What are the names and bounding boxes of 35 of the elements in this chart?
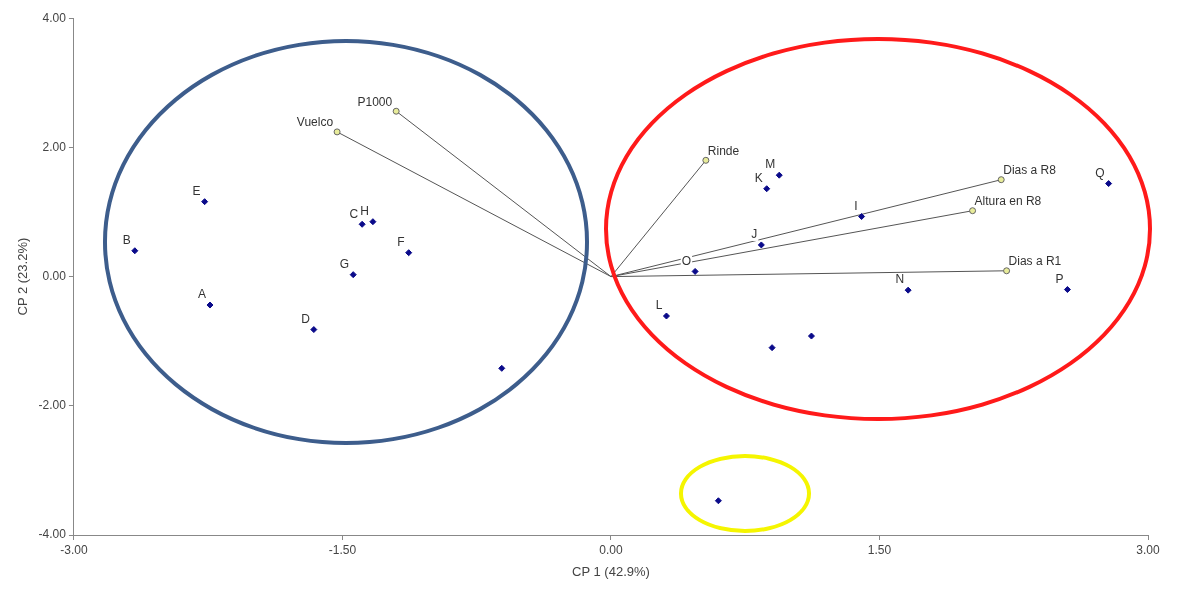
annotation: B [122, 233, 131, 248]
y-axis-title: CP 2 (23.2%) [15, 237, 31, 316]
series-label: Vuelco [296, 115, 334, 130]
annotation: Q [1095, 165, 1105, 180]
y-tick-label: 4.00 [42, 10, 67, 25]
annotation: G [339, 256, 350, 271]
series-label: Rinde [707, 143, 740, 158]
annotation: N [895, 272, 905, 287]
x-tick-label: 3.00 [1136, 542, 1160, 557]
series-label: P1000 [357, 94, 393, 109]
annotation: I [854, 198, 858, 213]
annotation: D [301, 311, 311, 326]
annotation: C [349, 206, 359, 221]
x-tick-label: -3.00 [60, 542, 88, 557]
annotation: L [655, 298, 663, 313]
series-label: Dias a R8 [1003, 163, 1057, 178]
annotation: O [681, 253, 692, 268]
y-tick-label: 2.00 [42, 139, 67, 154]
annotation: H [360, 204, 369, 218]
annotation: E [192, 183, 201, 198]
annotation: A [197, 287, 206, 302]
x-axis-title: CP 1 (42.9%) [572, 563, 650, 579]
y-tick-label: 0.00 [42, 268, 67, 283]
x-tick-label: -1.50 [328, 542, 357, 557]
series-label: Dias a R1 [1008, 254, 1062, 269]
series-label: Altura en R8 [974, 194, 1042, 209]
x-tick-label: 1.50 [867, 542, 892, 557]
annotation: P [1055, 271, 1064, 286]
annotation: F [397, 235, 405, 250]
y-tick-label: -2.00 [38, 398, 67, 413]
y-tick-label: -4.00 [38, 527, 67, 542]
annotation: K [754, 171, 763, 186]
annotation: J [751, 227, 758, 242]
x-tick-label: 0.00 [599, 542, 623, 557]
annotation: M [765, 157, 776, 172]
